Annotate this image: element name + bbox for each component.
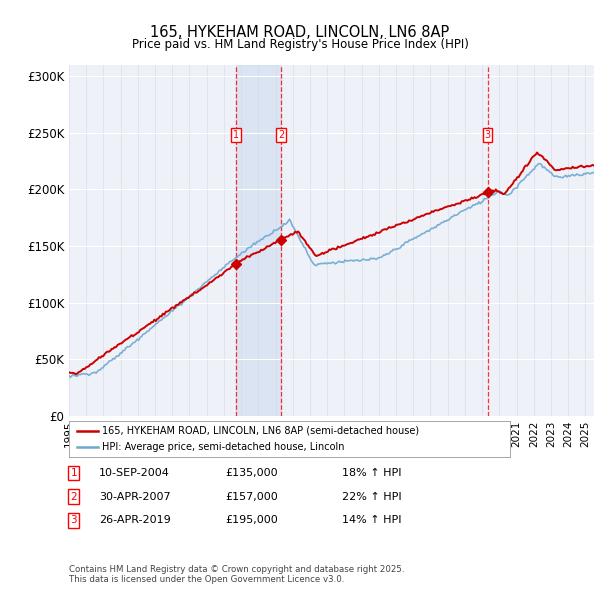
Text: 3: 3 — [70, 516, 77, 525]
Text: HPI: Average price, semi-detached house, Lincoln: HPI: Average price, semi-detached house,… — [102, 442, 344, 453]
Text: £195,000: £195,000 — [225, 516, 278, 525]
Text: 2: 2 — [70, 492, 77, 502]
Text: £157,000: £157,000 — [225, 492, 278, 502]
Text: 165, HYKEHAM ROAD, LINCOLN, LN6 8AP: 165, HYKEHAM ROAD, LINCOLN, LN6 8AP — [151, 25, 449, 40]
Text: 18% ↑ HPI: 18% ↑ HPI — [342, 468, 401, 478]
Text: 10-SEP-2004: 10-SEP-2004 — [99, 468, 170, 478]
Text: 3: 3 — [485, 130, 491, 140]
Text: Contains HM Land Registry data © Crown copyright and database right 2025.
This d: Contains HM Land Registry data © Crown c… — [69, 565, 404, 584]
Text: £135,000: £135,000 — [225, 468, 278, 478]
Bar — [236, 65, 281, 416]
Text: 14% ↑ HPI: 14% ↑ HPI — [342, 516, 401, 525]
Text: 1: 1 — [233, 130, 239, 140]
Text: 22% ↑ HPI: 22% ↑ HPI — [342, 492, 401, 502]
Text: 1: 1 — [70, 468, 77, 478]
Text: Price paid vs. HM Land Registry's House Price Index (HPI): Price paid vs. HM Land Registry's House … — [131, 38, 469, 51]
Text: 30-APR-2007: 30-APR-2007 — [99, 492, 170, 502]
Text: 26-APR-2019: 26-APR-2019 — [99, 516, 171, 525]
Text: 165, HYKEHAM ROAD, LINCOLN, LN6 8AP (semi-detached house): 165, HYKEHAM ROAD, LINCOLN, LN6 8AP (sem… — [102, 425, 419, 435]
Text: 2: 2 — [278, 130, 284, 140]
